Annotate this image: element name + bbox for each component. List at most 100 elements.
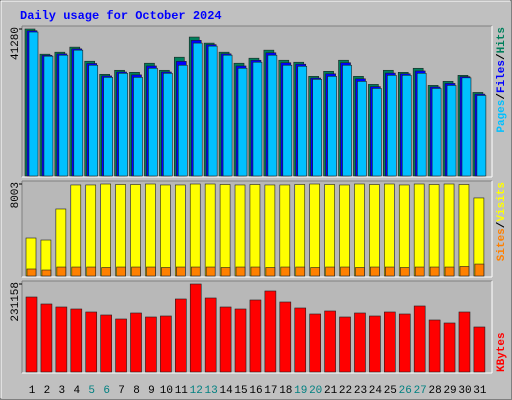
x-tick-label: 24 (369, 385, 383, 397)
legend: Pages/Files/Hits (496, 27, 508, 133)
bar (384, 183, 395, 277)
bar (369, 315, 381, 373)
bar (205, 266, 216, 277)
x-tick-label: 20 (309, 385, 322, 397)
bar (279, 301, 292, 373)
y-tick-label: 8003 (10, 182, 22, 208)
bar (342, 64, 352, 177)
bar (401, 75, 412, 177)
bar (295, 266, 306, 277)
bar (234, 308, 247, 373)
bar (161, 267, 171, 277)
bar (115, 318, 127, 373)
x-tick-label: 27 (414, 385, 427, 397)
x-tick-label: 31 (473, 385, 487, 397)
bar (416, 72, 427, 177)
x-tick-label: 26 (399, 385, 412, 397)
bar (473, 326, 486, 373)
bar (26, 268, 37, 277)
bar (204, 183, 216, 277)
bar (309, 183, 320, 277)
bar (369, 184, 380, 277)
bar (43, 55, 54, 177)
bar (234, 184, 246, 277)
bar (103, 77, 113, 177)
bar (70, 308, 83, 373)
y-tick-label: 231158 (10, 282, 22, 322)
bar (189, 283, 202, 373)
bar (414, 266, 425, 277)
x-tick-label: 12 (190, 385, 203, 397)
bar (190, 266, 201, 277)
bar (70, 184, 82, 277)
bar (86, 266, 97, 277)
bar (429, 266, 440, 277)
bar (148, 67, 158, 177)
legend-entry: Files (496, 60, 508, 93)
bar (237, 67, 248, 177)
bar (28, 31, 39, 177)
bar (219, 184, 231, 277)
x-tick-label: 9 (148, 385, 155, 397)
x-tick-label: 29 (443, 385, 456, 397)
x-tick-label: 5 (88, 385, 95, 397)
bar (250, 266, 261, 277)
bar (312, 79, 322, 177)
x-tick-label: 10 (160, 385, 173, 397)
x-tick-label: 28 (429, 385, 442, 397)
legend-entry: KBytes (496, 332, 508, 372)
bar (163, 72, 173, 177)
bar (459, 266, 470, 277)
bar (55, 208, 67, 277)
bar (310, 267, 320, 277)
bar (85, 184, 97, 277)
bar (175, 298, 187, 373)
x-tick-label: 19 (294, 385, 307, 397)
bar (249, 299, 262, 373)
bar (294, 307, 307, 373)
bar (309, 313, 321, 373)
bar (118, 72, 128, 177)
bar (264, 290, 277, 373)
chart-title: Daily usage for October 2024 (20, 9, 222, 23)
bar (160, 184, 171, 277)
x-tick-label: 17 (264, 385, 277, 397)
bar (204, 297, 217, 373)
bar (443, 183, 455, 277)
x-tick-label: 14 (219, 385, 233, 397)
bar (115, 184, 126, 277)
bar (294, 184, 306, 277)
x-tick-label: 23 (354, 385, 367, 397)
bar (458, 184, 470, 277)
x-tick-label: 15 (234, 385, 247, 397)
bar (88, 64, 99, 177)
bar (85, 311, 98, 373)
bar (160, 315, 172, 373)
legend-separator: / (496, 53, 508, 60)
bar (252, 61, 263, 177)
bar (357, 81, 367, 177)
legend-entry: Visits (496, 182, 508, 222)
x-tick-label: 2 (44, 385, 51, 397)
legend-entry: Pages (496, 100, 508, 133)
bar (56, 266, 67, 277)
bar (207, 45, 218, 177)
bar (413, 183, 425, 277)
x-tick-label: 6 (103, 385, 110, 397)
bar (398, 184, 410, 277)
bar (249, 184, 261, 277)
x-tick-label: 3 (59, 385, 66, 397)
x-tick-label: 18 (279, 385, 292, 397)
bar (340, 266, 350, 277)
bar (387, 75, 397, 177)
bar (175, 184, 186, 277)
bar (474, 263, 485, 277)
bar (235, 266, 246, 277)
bar (130, 312, 142, 373)
bar (413, 305, 426, 373)
x-tick-label: 30 (458, 385, 471, 397)
bar (264, 184, 276, 277)
bar (130, 184, 141, 277)
bar (370, 266, 380, 277)
bar (354, 312, 366, 373)
